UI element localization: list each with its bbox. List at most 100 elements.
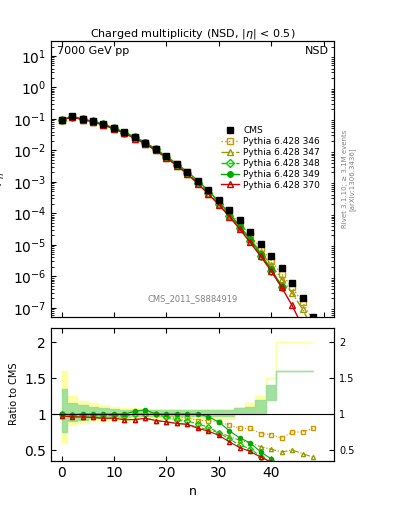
CMS xyxy=(174,161,179,167)
Text: CMS_2011_S8884919: CMS_2011_S8884919 xyxy=(147,294,238,304)
Pythia 6.428 349 xyxy=(80,116,85,122)
Pythia 6.428 347 xyxy=(122,130,127,136)
Pythia 6.428 370 xyxy=(59,117,64,123)
Pythia 6.428 370 xyxy=(80,116,85,122)
CMS xyxy=(290,281,294,287)
Pythia 6.428 347 xyxy=(101,122,106,128)
CMS xyxy=(217,197,221,203)
CMS xyxy=(227,207,231,213)
Pythia 6.428 346 xyxy=(174,161,179,167)
Pythia 6.428 346 xyxy=(101,121,106,127)
CMS xyxy=(132,134,137,140)
Pythia 6.428 347 xyxy=(174,163,179,169)
Pythia 6.428 347 xyxy=(59,117,64,123)
Pythia 6.428 346 xyxy=(248,232,253,239)
Pythia 6.428 348 xyxy=(70,114,74,120)
Line: Pythia 6.428 346: Pythia 6.428 346 xyxy=(59,114,316,323)
Pythia 6.428 370 xyxy=(154,147,158,154)
Pythia 6.428 348 xyxy=(174,162,179,168)
Pythia 6.428 348 xyxy=(154,146,158,152)
Pythia 6.428 347 xyxy=(217,201,221,207)
Pythia 6.428 349 xyxy=(59,117,64,123)
Pythia 6.428 348 xyxy=(91,118,95,124)
CMS xyxy=(164,153,169,159)
Pythia 6.428 370 xyxy=(237,226,242,232)
CMS xyxy=(248,229,253,236)
Pythia 6.428 349 xyxy=(237,223,242,229)
CMS xyxy=(101,121,106,127)
Pythia 6.428 370 xyxy=(195,181,200,187)
Pythia 6.428 347 xyxy=(269,262,274,268)
Pythia 6.428 349 xyxy=(112,125,116,131)
Pythia 6.428 347 xyxy=(258,249,263,255)
Pythia 6.428 349 xyxy=(164,153,169,159)
CMS xyxy=(300,295,305,302)
Pythia 6.428 349 xyxy=(206,187,211,194)
Pythia 6.428 349 xyxy=(258,251,263,257)
Pythia 6.428 348 xyxy=(112,125,116,131)
Pythia 6.428 348 xyxy=(195,180,200,186)
Pythia 6.428 346 xyxy=(143,140,148,146)
Pythia 6.428 349 xyxy=(132,134,137,140)
Pythia 6.428 349 xyxy=(279,283,284,289)
Pythia 6.428 348 xyxy=(279,284,284,290)
CMS xyxy=(269,253,274,259)
Pythia 6.428 348 xyxy=(122,130,127,136)
Pythia 6.428 348 xyxy=(164,154,169,160)
Pythia 6.428 370 xyxy=(164,155,169,161)
Y-axis label: Rivet 3.1.10; ≥ 3.1M events
[arXiv:1306.3436]: Rivet 3.1.10; ≥ 3.1M events [arXiv:1306.… xyxy=(342,130,355,228)
Pythia 6.428 348 xyxy=(227,212,231,219)
Pythia 6.428 347 xyxy=(227,212,231,218)
Pythia 6.428 347 xyxy=(279,275,284,282)
Pythia 6.428 370 xyxy=(290,303,294,309)
Pythia 6.428 347 xyxy=(91,119,95,125)
Pythia 6.428 346 xyxy=(185,169,190,176)
Pythia 6.428 349 xyxy=(217,199,221,205)
Pythia 6.428 349 xyxy=(154,146,158,152)
X-axis label: n: n xyxy=(189,485,196,498)
CMS xyxy=(279,265,284,271)
Pythia 6.428 370 xyxy=(91,119,95,125)
Pythia 6.428 348 xyxy=(248,238,253,244)
Pythia 6.428 349 xyxy=(122,129,127,135)
Legend: CMS, Pythia 6.428 346, Pythia 6.428 347, Pythia 6.428 348, Pythia 6.428 349, Pyt: CMS, Pythia 6.428 346, Pythia 6.428 347,… xyxy=(217,123,324,193)
Pythia 6.428 346 xyxy=(227,209,231,215)
Pythia 6.428 347 xyxy=(154,147,158,154)
Pythia 6.428 370 xyxy=(122,130,127,136)
CMS xyxy=(122,129,127,135)
CMS xyxy=(154,146,158,152)
Pythia 6.428 349 xyxy=(269,266,274,272)
Pythia 6.428 347 xyxy=(290,290,294,296)
Pythia 6.428 349 xyxy=(70,114,74,120)
Pythia 6.428 348 xyxy=(237,225,242,231)
Pythia 6.428 349 xyxy=(227,210,231,217)
Pythia 6.428 348 xyxy=(143,140,148,146)
Pythia 6.428 346 xyxy=(300,300,305,306)
Pythia 6.428 346 xyxy=(80,116,85,122)
Pythia 6.428 370 xyxy=(132,136,137,142)
Pythia 6.428 349 xyxy=(143,139,148,145)
Pythia 6.428 348 xyxy=(101,121,106,127)
Pythia 6.428 370 xyxy=(70,114,74,120)
Text: 7000 GeV pp: 7000 GeV pp xyxy=(57,47,129,56)
Pythia 6.428 346 xyxy=(70,114,74,120)
CMS xyxy=(143,140,148,146)
Pythia 6.428 347 xyxy=(185,171,190,177)
CMS xyxy=(258,241,263,247)
CMS xyxy=(80,116,85,122)
Pythia 6.428 346 xyxy=(269,258,274,264)
Pythia 6.428 346 xyxy=(132,134,137,140)
Pythia 6.428 346 xyxy=(154,146,158,152)
Pythia 6.428 348 xyxy=(217,201,221,207)
Pythia 6.428 346 xyxy=(59,117,64,123)
Pythia 6.428 346 xyxy=(122,130,127,136)
CMS xyxy=(91,118,95,124)
Pythia 6.428 349 xyxy=(174,161,179,167)
CMS xyxy=(206,187,211,193)
Pythia 6.428 347 xyxy=(132,136,137,142)
Pythia 6.428 349 xyxy=(195,178,200,184)
Pythia 6.428 349 xyxy=(101,121,106,127)
CMS xyxy=(195,178,200,184)
Pythia 6.428 346 xyxy=(237,221,242,227)
Pythia 6.428 348 xyxy=(59,117,64,123)
